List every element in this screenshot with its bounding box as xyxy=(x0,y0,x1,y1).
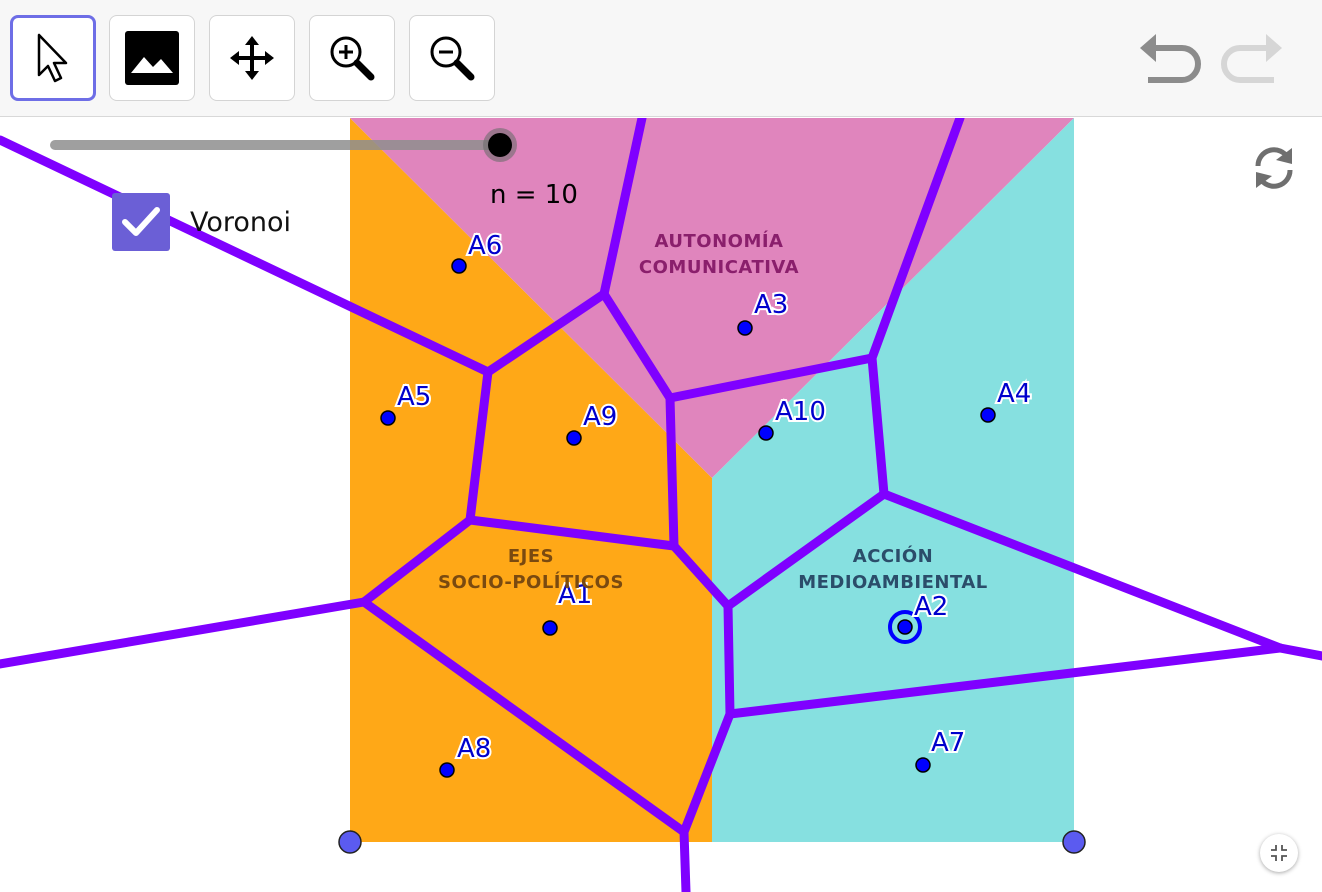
point-label-a8: A8 xyxy=(457,734,491,764)
region-autonomia-fill xyxy=(350,118,1074,478)
voronoi-edge xyxy=(0,597,369,669)
voronoi-edge xyxy=(867,353,889,499)
slider-value-label: n = 10 xyxy=(490,180,578,210)
point-a1 xyxy=(542,620,558,636)
point-label-a4: A4 xyxy=(997,379,1031,409)
checkbox-box[interactable] xyxy=(112,193,170,251)
zoom-out-button[interactable] xyxy=(409,15,495,101)
voronoi-edge xyxy=(1275,643,1322,661)
checkmark-icon xyxy=(122,207,160,236)
exit-fullscreen-icon xyxy=(1271,845,1287,861)
move-graphics-view-button[interactable] xyxy=(209,15,295,101)
point-a10 xyxy=(758,425,774,441)
voronoi-edge xyxy=(665,353,877,403)
region-label-line: ACCIÓN xyxy=(852,546,934,567)
point-a3 xyxy=(737,320,753,336)
point-label-a7: A7 xyxy=(931,728,965,758)
graphics-view[interactable]: A1 A2 A3 A4 A5 A6 A7 A8 A9 A10 AUTONOMÍA… xyxy=(0,118,1322,892)
voronoi-edge xyxy=(679,709,735,837)
voronoi-checkbox-label: Voronoi xyxy=(190,206,292,238)
voronoi-edge xyxy=(723,489,889,611)
image-icon xyxy=(125,31,179,85)
zoom-out-icon xyxy=(430,36,475,81)
voronoi-figure: A1 A2 A3 A4 A5 A6 A7 A8 A9 A10 xyxy=(0,118,1322,892)
point-a8 xyxy=(439,762,455,778)
point-a2-halo xyxy=(888,610,922,644)
region-label-accion: ACCIÓN MEDIOAMBIENTAL xyxy=(778,544,1008,596)
fullscreen-button[interactable] xyxy=(1260,834,1298,872)
point-label-a1: A1 xyxy=(558,580,592,610)
voronoi-edge xyxy=(465,515,679,551)
point-a7 xyxy=(915,757,931,773)
point-label-a10: A10 xyxy=(775,397,826,427)
point-a5 xyxy=(380,410,396,426)
zoom-in-icon xyxy=(330,36,375,81)
point-a2 xyxy=(897,619,913,635)
point-label-a9: A9 xyxy=(583,402,617,432)
point-a4 xyxy=(980,407,996,423)
voronoi-edge xyxy=(867,118,965,363)
voronoi-edge xyxy=(599,118,647,299)
region-label-line: COMUNICATIVA xyxy=(638,257,800,278)
voronoi-edge xyxy=(465,367,493,525)
voronoi-edge xyxy=(483,289,609,377)
voronoi-edge xyxy=(679,827,691,892)
voronoi-edge xyxy=(359,597,689,837)
region-label-autonomia: AUTONOMÍA COMUNICATIVA xyxy=(614,229,824,281)
redo-icon xyxy=(1221,34,1282,83)
move-tool-button[interactable] xyxy=(10,15,96,101)
four-arrows-icon xyxy=(230,36,274,80)
corner-point-left xyxy=(338,830,362,854)
point-label-a2: A2 xyxy=(914,592,948,622)
voronoi-edge xyxy=(599,289,675,403)
point-a9 xyxy=(566,430,582,446)
undo-icon xyxy=(1140,34,1201,83)
voronoi-edge xyxy=(359,515,475,607)
voronoi-edge xyxy=(725,643,1285,719)
region-label-line: SOCIO-POLÍTICOS xyxy=(438,572,624,593)
reset-construction-button[interactable] xyxy=(1248,142,1300,194)
image-tool-button[interactable] xyxy=(109,15,195,101)
zoom-in-button[interactable] xyxy=(309,15,395,101)
point-label-a3: A3 xyxy=(754,290,788,320)
voronoi-edge xyxy=(0,135,493,377)
region-accion-fill xyxy=(712,118,1074,842)
arrow-cursor-icon xyxy=(37,33,68,83)
refresh-icon xyxy=(1255,147,1293,189)
point-a6 xyxy=(451,258,467,274)
undo-button[interactable] xyxy=(1138,30,1204,90)
corner-point-right xyxy=(1062,830,1086,854)
voronoi-edge xyxy=(665,393,679,551)
toolbar xyxy=(0,0,1322,117)
point-label-a5: A5 xyxy=(397,382,431,412)
redo-button[interactable] xyxy=(1218,30,1284,90)
region-label-line: EJES xyxy=(507,546,555,567)
voronoi-checkbox[interactable]: Voronoi xyxy=(112,193,291,251)
region-label-ejes: EJES SOCIO-POLÍTICOS xyxy=(416,544,646,596)
slider-knob-center xyxy=(488,133,512,157)
voronoi-edge xyxy=(723,601,735,719)
region-label-line: AUTONOMÍA xyxy=(654,231,784,252)
point-label-a6: A6 xyxy=(468,231,502,261)
voronoi-edge xyxy=(879,489,1285,653)
region-label-line: MEDIOAMBIENTAL xyxy=(798,572,988,593)
voronoi-edge xyxy=(669,541,733,611)
